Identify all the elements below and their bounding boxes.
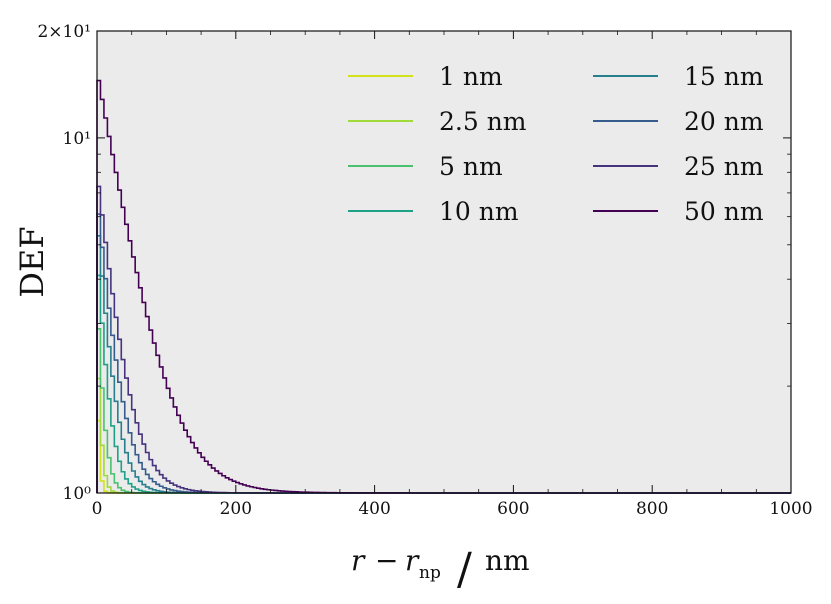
y-axis-title: DEF	[13, 226, 51, 297]
legend: 1 nm 2.5 nm 5 nm 10 nm 15 nm 20 nm 25 nm 50 nm	[348, 62, 764, 226]
x-tick-label: 1000	[769, 499, 812, 519]
legend-label: 5 nm	[439, 152, 503, 181]
x-axis-title-slash: /	[457, 544, 472, 595]
x-axis-title: r − r np / nm	[351, 544, 530, 595]
legend-label: 10 nm	[439, 197, 519, 226]
x-axis-title-unit: nm	[485, 544, 530, 577]
plot-background	[97, 31, 791, 493]
legend-label: 2.5 nm	[439, 107, 527, 136]
x-tick-label: 400	[358, 499, 390, 519]
x-axis-title-rnp-sub: np	[419, 563, 441, 583]
x-axis-title-rnp: r	[405, 544, 420, 577]
x-tick-label: 600	[497, 499, 529, 519]
x-axis-title-r: r	[351, 544, 366, 577]
legend-label: 20 nm	[684, 107, 764, 136]
x-tick-label: 200	[220, 499, 252, 519]
legend-label: 25 nm	[684, 152, 764, 181]
x-axis-title-minus: −	[375, 544, 398, 577]
legend-label: 50 nm	[684, 197, 764, 226]
y-tick-label-mid: 10¹	[63, 129, 91, 149]
y-tick-label-bottom: 10⁰	[63, 484, 92, 504]
y-tick-label-top: 2×10¹	[37, 22, 91, 42]
x-tick-label: 800	[636, 499, 668, 519]
legend-label: 1 nm	[439, 62, 503, 91]
tick-layer: 0 200 400 600 800 1000 10⁰ 10¹ 2×10¹	[37, 22, 812, 519]
legend-label: 15 nm	[684, 62, 764, 91]
x-tick-label: 0	[92, 499, 103, 519]
